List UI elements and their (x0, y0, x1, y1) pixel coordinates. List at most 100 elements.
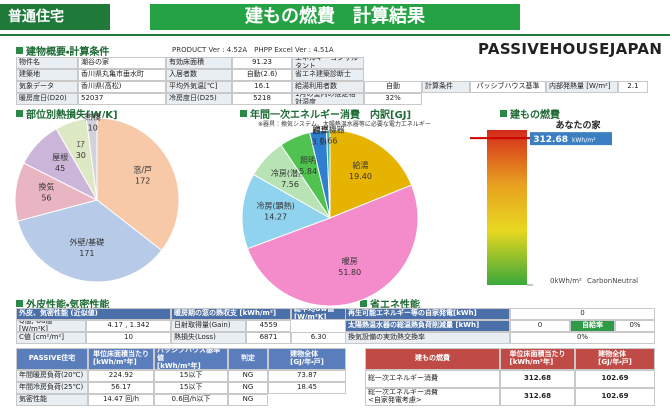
slice-value: 7.56 (281, 180, 299, 189)
table-cell: 73.87 (268, 370, 346, 382)
slice-value: 56 (41, 194, 51, 203)
table-cell: 判定 (228, 348, 268, 370)
gauge-note: CarbonNeutral (587, 277, 638, 285)
icon (16, 300, 23, 307)
slice-value: 5.84 (299, 167, 317, 176)
table-cell: 入居者数 (166, 69, 232, 81)
slice-value: 3.16 (311, 137, 329, 146)
slice-value: 14.27 (264, 213, 287, 222)
table-cell: 単位床面積当たり [kWh/m²年] (88, 348, 154, 370)
table-cell: 52037 (78, 93, 166, 105)
page-title: 建もの燃費 計算結果 (150, 4, 520, 30)
table-cell: エネルギーコンサルタント (292, 57, 364, 69)
table-cell: 15以下 (154, 370, 228, 382)
table-cell: 自給率 (570, 320, 615, 332)
table-cell: 年間暖房負荷(20℃) (16, 370, 88, 382)
table-cell: 1月の室内の推定相対湿度 (292, 93, 364, 105)
table-cell: 0 (510, 308, 655, 320)
table-cell: 4.17 , 1.342 (86, 320, 171, 332)
table-cell: 6871 (246, 332, 291, 344)
table-cell: 建築地 (16, 69, 78, 81)
value-box (530, 132, 612, 146)
table-cell: 省エネ建築診断士 (292, 69, 364, 81)
table-cell: 計算条件 (422, 81, 470, 93)
section-heading: 省エネ性能 (360, 296, 420, 311)
slice-label: 調理機器 (313, 125, 345, 135)
table-cell: 5218 (232, 93, 292, 105)
table-cell: 56.17 (88, 382, 154, 394)
chart-subtitle: ※器具：換気システム、太陽熱温水器等に必要な電力エネルギー (258, 121, 431, 128)
table-cell: 気密性能 (16, 394, 88, 406)
slice-value: 51.80 (338, 268, 361, 277)
table-cell: 16.1 (232, 81, 292, 93)
slice-value: 0.66 (320, 137, 338, 146)
section-title: 建物概要・計算条件 (26, 47, 110, 58)
table-cell: 総平均Uw値 [W/m²K] (291, 308, 346, 320)
table-cell: 312.68 (500, 370, 575, 388)
slice-label: 暖房 (342, 257, 358, 266)
gauge-unit: kWh/m² (572, 137, 596, 144)
gauge-value: 312.68 (533, 135, 568, 145)
table-cell: 10 (86, 332, 171, 344)
icon (360, 300, 367, 307)
section-title: 省エネ性能 (370, 300, 420, 311)
table-cell: NG (228, 382, 268, 394)
section-heading: 建物概要・計算条件 (16, 43, 109, 58)
table-cell: PASSIVE住宅 (16, 348, 88, 370)
table-cell: 総一次エネルギー消費 <自家発電考慮> (365, 388, 500, 406)
table-cell: 換気設備の実効熱交換率 (345, 332, 510, 344)
table-cell: 建もの燃費 (365, 348, 500, 370)
table-cell: 91.23 (232, 57, 292, 69)
table-cell: 香川県丸亀市垂水町 (78, 69, 166, 81)
section-heading: 外皮性能・気密性能 (16, 296, 109, 311)
chart-title: 建もの燃費 (510, 110, 560, 121)
table-cell: 冷房度日(D25) (166, 93, 232, 105)
table-cell: 18.45 (268, 382, 346, 394)
table-cell: C値 [cm²/m²] (16, 332, 86, 344)
tick-label: 0kWh/m² (550, 277, 582, 285)
section-heading: 建もの燃費 (500, 106, 560, 121)
slice-label: 給湯 (353, 160, 369, 170)
table-cell: 102.69 (575, 388, 655, 406)
table-cell: 物件名 (16, 57, 78, 69)
table-cell: 年間冷房負荷(25℃) (16, 382, 88, 394)
slice-value: 10 (88, 124, 98, 133)
table-cell: 再生可能エネルギー等の自家発電[kWh] (345, 308, 510, 320)
slice-label: 屋根 (52, 152, 68, 162)
table-cell: 2.1 (618, 81, 648, 93)
table-cell: 有効床面積 (166, 57, 232, 69)
table-cell: 102.69 (575, 370, 655, 388)
chart-title: 年間一次エネルギー消費 内訳[GJ] (250, 110, 412, 121)
table-cell: 単位床面積当たり [kWh/m²年] (500, 348, 575, 370)
table-cell: 平均外気温[℃] (166, 81, 232, 93)
table-cell: 15以下 (154, 382, 228, 394)
version: PRODUCT Ver : 4.52A PHPP Excel Ver : 4.5… (172, 46, 334, 54)
pie-slice (329, 129, 413, 219)
slice-label: 窓/戸 (133, 165, 152, 175)
table-cell: 内部発熱量 [W/m²] (546, 81, 618, 93)
slice-value: 171 (79, 249, 94, 258)
pie-slice (96, 117, 180, 252)
slice-label: 照明 (300, 156, 316, 165)
table-cell: 熱損失(Loss) (171, 332, 246, 344)
gauge-bar (487, 130, 527, 285)
table-cell: 224.92 (88, 370, 154, 382)
table-cell: 総一次エネルギー消費 (365, 370, 500, 388)
pie-slice (246, 184, 419, 307)
brand: PASSIVEHOUSEJAPAN (478, 40, 663, 58)
slice-label: 外壁/基礎 (69, 237, 104, 247)
table-cell: 0 (510, 320, 570, 332)
table-cell: 日射取得量(Gain) (171, 320, 246, 332)
table-cell: 0.6回/h以下 (154, 394, 228, 406)
slice-value: 30 (76, 151, 86, 160)
table-cell: Q値, Ua値 [W/m²K] (16, 320, 86, 332)
table-cell: 暖房度日(D20) (16, 93, 78, 105)
slice-label: 冷房(顕熱) (256, 201, 294, 211)
table-cell: NG (228, 370, 268, 382)
icon (240, 110, 247, 117)
icon (16, 47, 23, 54)
section-heading: 部位別熱損失[W/K] (16, 106, 118, 121)
table-cell: 0% (615, 320, 655, 332)
table-cell: 自動 (364, 81, 422, 93)
